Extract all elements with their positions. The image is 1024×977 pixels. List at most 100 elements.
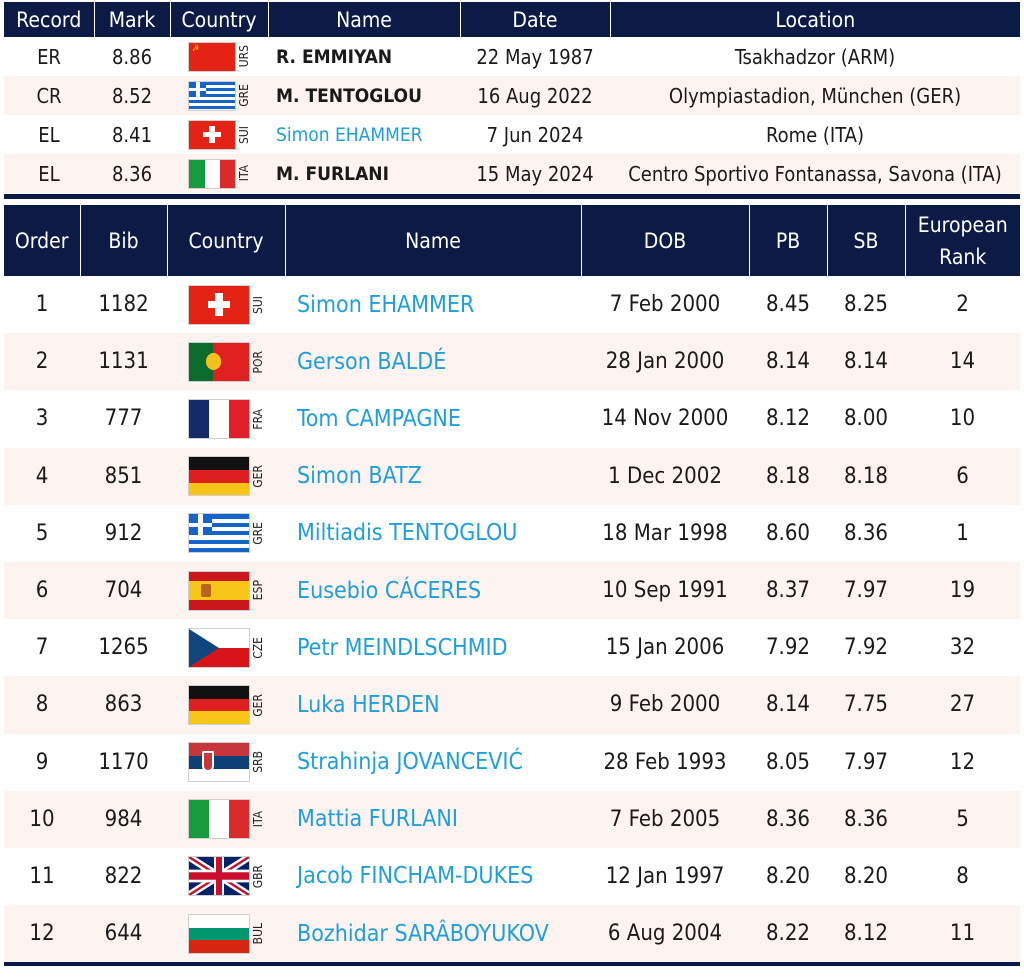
athlete-name-link[interactable]: Miltiadis TENTOGLOU bbox=[297, 520, 518, 547]
records-header-location: Location bbox=[610, 2, 1020, 37]
athlete-european-rank: 6 bbox=[905, 447, 1020, 505]
athlete-european-rank: 12 bbox=[949, 749, 976, 775]
athlete-pb: 8.20 bbox=[765, 863, 811, 889]
athlete-sb: 8.12 bbox=[827, 905, 905, 963]
athlete-european-rank: 19 bbox=[905, 561, 1020, 620]
records-header-country: Country bbox=[170, 2, 269, 37]
athlete-name-link[interactable]: Tom CAMPAGNE bbox=[297, 405, 461, 432]
flag-gre-icon bbox=[188, 80, 236, 111]
athlete-pb: 8.05 bbox=[765, 749, 811, 775]
startlist-row: 11 822 GBR Jacob FINCHAM-DUKES 12 Jan 1997 8.… bbox=[4, 848, 1020, 905]
athlete-country: SUI bbox=[167, 276, 285, 333]
athlete-bib: 704 bbox=[80, 561, 167, 620]
startlist-row: 5 912 GRE Miltiadis TENTOGLOU 18 Mar 1998 8.6… bbox=[4, 505, 1020, 562]
athlete-name-link[interactable]: Simon BATZ bbox=[285, 447, 581, 505]
athlete-country: GBR bbox=[167, 848, 285, 905]
flag-por-icon bbox=[188, 341, 250, 382]
records-header-mark: Mark bbox=[94, 2, 171, 37]
athlete-name-link[interactable]: Simon EHAMMER bbox=[297, 291, 475, 318]
athlete-pb: 8.12 bbox=[765, 406, 811, 432]
startlist-row: 3 777 FRA Tom CAMPAGNE 14 Nov 2000 8.12 8.00 10 bbox=[4, 390, 1020, 447]
startlist-header-bib: Bib bbox=[80, 205, 168, 276]
athlete-sb: 7.75 bbox=[827, 676, 905, 734]
records-row: CR 8.52 GRE M. TENTOGLOU 16 Aug 2022 Olympias… bbox=[4, 76, 1020, 115]
athlete-bib: 1265 bbox=[98, 635, 149, 661]
athlete-sb: 8.18 bbox=[827, 447, 905, 505]
records-divider bbox=[4, 194, 1020, 199]
athlete-pb: 8.22 bbox=[749, 905, 827, 963]
athlete-name-link[interactable]: Mattia FURLANI bbox=[285, 790, 581, 848]
record-date: 22 May 1987 bbox=[476, 44, 594, 69]
flag-ger-icon bbox=[188, 684, 250, 725]
startlist-table: Order Bib Country Name DOB PB SB Europea… bbox=[4, 205, 1020, 963]
country-code: CZE bbox=[251, 636, 265, 659]
record-location: Rome (ITA) bbox=[765, 122, 864, 147]
athlete-name-link[interactable]: Luka HERDEN bbox=[285, 676, 581, 734]
startlist-header-rank: European Rank bbox=[905, 205, 1020, 276]
athlete-country: FRA bbox=[167, 390, 285, 447]
flag-fra-icon bbox=[188, 398, 250, 439]
record-type: EL bbox=[38, 122, 60, 147]
athlete-bib: 863 bbox=[80, 676, 167, 734]
athlete-pb: 8.37 bbox=[749, 561, 827, 620]
record-mark: 8.52 bbox=[94, 76, 170, 115]
athlete-country: CZE bbox=[167, 619, 285, 676]
startlist-header-order: Order bbox=[4, 205, 81, 276]
athlete-order: 4 bbox=[4, 447, 80, 505]
athlete-bib: 777 bbox=[104, 406, 143, 432]
startlist-header-dob: DOB bbox=[581, 205, 750, 276]
flag-ita-icon bbox=[188, 799, 250, 840]
athlete-order: 8 bbox=[4, 676, 80, 734]
athlete-sb: 8.25 bbox=[843, 292, 889, 318]
athlete-bib: 1170 bbox=[98, 749, 149, 775]
country-code: SUI bbox=[237, 125, 251, 144]
athlete-country: ESP bbox=[167, 561, 285, 620]
startlist-row: 9 1170 SRB Strahinja JOVANCEVIĆ 28 Feb 1993 8… bbox=[4, 734, 1020, 791]
records-header-row: Record Mark Country Name Date Location bbox=[4, 2, 1020, 37]
record-holder-name[interactable]: Simon EHAMMER bbox=[276, 123, 423, 146]
country-code: GBR bbox=[251, 864, 265, 889]
athlete-name-link[interactable]: Jacob FINCHAM-DUKES bbox=[297, 863, 534, 890]
startlist-header-sb: SB bbox=[827, 205, 906, 276]
athlete-european-rank: 8 bbox=[956, 863, 969, 889]
athlete-dob: 12 Jan 1997 bbox=[605, 863, 725, 889]
athlete-name-link[interactable]: Petr MEINDLSCHMID bbox=[297, 634, 508, 661]
athlete-dob: 15 Jan 2006 bbox=[605, 635, 725, 661]
athlete-order: 9 bbox=[35, 749, 49, 775]
startlist-row: 7 1265 CZE Petr MEINDLSCHMID 15 Jan 2006 7.92… bbox=[4, 619, 1020, 676]
athlete-bib: 644 bbox=[80, 905, 167, 963]
athlete-pb: 8.14 bbox=[749, 333, 827, 391]
records-table: Record Mark Country Name Date Location E… bbox=[4, 2, 1020, 193]
athlete-sb: 7.97 bbox=[827, 561, 905, 620]
records-row: EL 8.41 SUI Simon EHAMMER 7 Jun 2024 Rome (IT… bbox=[4, 115, 1020, 154]
startlist-header-rank-line2: Rank bbox=[939, 244, 987, 269]
athlete-name-link[interactable]: Gerson BALDÉ bbox=[285, 333, 581, 391]
athlete-sb: 7.92 bbox=[843, 635, 889, 661]
athlete-order: 3 bbox=[35, 406, 49, 432]
athlete-bib: 1182 bbox=[98, 292, 149, 318]
startlist-row: 4 851 GER Simon BATZ 1 Dec 2002 8.18 8.18 6 bbox=[4, 447, 1020, 505]
athlete-european-rank: 14 bbox=[905, 333, 1020, 391]
athlete-name-link[interactable]: Strahinja JOVANCEVIĆ bbox=[297, 749, 523, 776]
athlete-sb: 8.14 bbox=[827, 333, 905, 391]
startlist-row: 6 704 ESP Eusebio CÁCERES 10 Sep 1991 8.37 7.9… bbox=[4, 561, 1020, 620]
athlete-sb: 8.36 bbox=[827, 790, 905, 848]
records-row: EL 8.36 ITA M. FURLANI 15 May 2024 Centro Spo… bbox=[4, 154, 1020, 193]
athlete-name-link[interactable]: Eusebio CÁCERES bbox=[285, 561, 581, 620]
athlete-pb: 8.18 bbox=[749, 447, 827, 505]
flag-urs-icon: ☭ bbox=[188, 41, 236, 72]
athlete-pb: 8.60 bbox=[765, 520, 811, 546]
flag-srb-icon bbox=[188, 742, 250, 783]
record-type: ER bbox=[37, 44, 61, 69]
athlete-order: 1 bbox=[35, 292, 49, 318]
athlete-name-link[interactable]: Bozhidar SARÂBOYUKOV bbox=[285, 905, 581, 963]
athlete-pb: 7.92 bbox=[765, 635, 811, 661]
startlist-header-country: Country bbox=[167, 205, 286, 276]
record-country: GRE bbox=[170, 76, 268, 115]
athlete-european-rank: 2 bbox=[956, 292, 969, 318]
startlist-divider bbox=[4, 962, 1020, 967]
startlist-row: 1 1182 SUI Simon EHAMMER 7 Feb 2000 8.45 8.25 2 bbox=[4, 276, 1020, 333]
record-mark: 8.36 bbox=[94, 154, 170, 193]
country-code: GRE bbox=[237, 84, 251, 107]
record-location: Olympiastadion, München (GER) bbox=[610, 76, 1020, 115]
